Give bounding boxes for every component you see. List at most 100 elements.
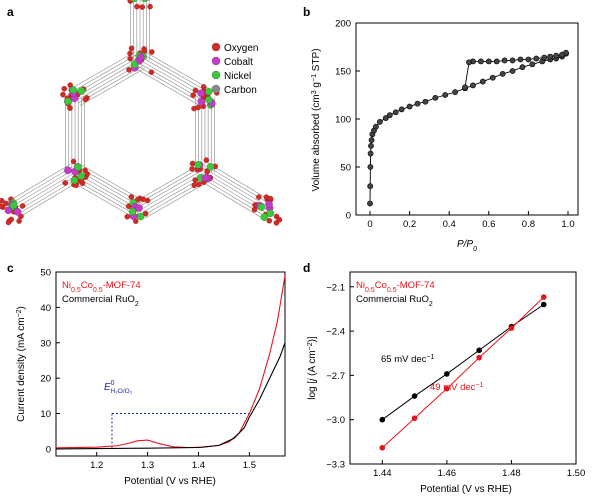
isotherm-adsorption-point — [529, 61, 536, 68]
isotherm-adsorption-line — [369, 53, 567, 204]
nickel-atom — [205, 95, 213, 104]
carbon-linker — [79, 163, 145, 202]
panel-d-slope-mof: 49 mV dec−1 — [430, 382, 484, 394]
y-tick-label: −2.7 — [326, 371, 345, 382]
oxygen-atom — [61, 85, 68, 92]
mof-tafel-point — [379, 444, 386, 451]
oxygen-atom — [149, 49, 155, 55]
mof-tafel-point — [444, 385, 450, 392]
x-tick-label: 1.44 — [373, 468, 392, 479]
panel-d-frame — [349, 271, 577, 465]
panel-d-ticks: 1.44 1.46 1.48 1.50 −2.1 −2.4 −2.7 −3.0 −3.3 — [326, 282, 585, 479]
y-tick-label: 40 — [40, 303, 51, 314]
carbon-linker — [10, 169, 74, 208]
ruo2-polarization-curve — [55, 342, 286, 450]
legend-cobalt-label: Cobalt — [224, 57, 253, 68]
carbon-linker — [143, 54, 209, 93]
x-tick-label: 0.4 — [443, 219, 456, 230]
y-tick-label: 10 — [40, 409, 51, 420]
nickel-atom — [205, 87, 213, 96]
carbon-linker — [144, 51, 210, 90]
isotherm-adsorption-point — [414, 100, 421, 107]
nickel-atom — [70, 176, 79, 185]
carbon-linker — [9, 166, 72, 205]
carbon-linker — [71, 54, 137, 93]
panel-d: d 1.44 1.46 1.48 1.50 −2.1 −2.4 −2.7 −3.0 −3.3 N… — [303, 261, 585, 495]
legend-carbon-label: Carbon — [224, 85, 257, 96]
panel-c-legend-ruo2: Commercial RuO2 — [62, 294, 139, 308]
x-tick-label: 0.6 — [482, 219, 495, 230]
isotherm-adsorption-point — [479, 78, 486, 85]
y-tick-label: 0 — [346, 211, 351, 222]
cobalt-atom — [135, 204, 143, 212]
legend-carbon-marker — [211, 84, 221, 94]
legend-oxygen-label: Oxygen — [224, 43, 258, 54]
panel-c-plot-area — [55, 275, 286, 450]
x-tick-label: 1.46 — [438, 468, 457, 479]
mof-tafel-point — [476, 354, 482, 361]
oxygen-atom — [127, 50, 133, 57]
isotherm-adsorption-point — [509, 68, 516, 74]
oxygen-atom — [18, 213, 24, 220]
nickel-atom — [9, 201, 18, 210]
isotherm-desorption-point — [541, 54, 548, 61]
isotherm-adsorption-point — [519, 64, 526, 71]
isotherm-desorption-line — [464, 52, 567, 88]
carbon-linker — [70, 180, 136, 219]
ruo2-tafel-point — [444, 371, 450, 377]
isotherm-adsorption-point — [373, 123, 379, 130]
isotherm-adsorption-point — [367, 200, 373, 207]
isotherm-adsorption-point — [470, 82, 476, 89]
ruo2-tafel-point — [379, 416, 386, 423]
y-tick-label: 30 — [40, 338, 51, 349]
oxygen-atom — [195, 104, 201, 111]
panel-d-ylabel: log [j (A cm−2)] — [307, 336, 319, 400]
oxygen-atom — [126, 67, 132, 73]
panel-c-letter: c — [7, 261, 14, 275]
y-tick-label: −2.4 — [326, 327, 345, 338]
isotherm-adsorption-point — [367, 183, 374, 190]
isotherm-desorption-point — [559, 51, 565, 58]
oxygen-atom — [84, 171, 91, 177]
x-tick-label: 1.4 — [192, 460, 205, 471]
cobalt-atom — [197, 98, 206, 106]
panel-b-letter: b — [303, 5, 310, 19]
isotherm-adsorption-point — [442, 92, 449, 98]
cobalt-atom — [201, 174, 210, 182]
x-tick-label: 1.0 — [561, 219, 574, 230]
ruo2-tafel-point — [411, 393, 418, 399]
oxygen-atom — [273, 213, 280, 220]
oxygen-atom — [60, 91, 66, 98]
oxygen-atom — [203, 157, 210, 163]
isotherm-adsorption-point — [382, 115, 389, 121]
carbon-linker — [17, 180, 81, 219]
isotherm-desorption-point — [553, 52, 560, 59]
cobalt-atom — [265, 200, 273, 209]
oxygen-atom — [267, 195, 274, 202]
carbon-linker — [209, 163, 273, 203]
oxygen-atom — [273, 220, 280, 226]
oxygen-atom — [16, 218, 22, 224]
legend-oxygen-marker — [211, 42, 221, 52]
isotherm-adsorption-point — [367, 164, 374, 170]
panel-c-legend-mof: Ni0.5Co0.5-MOF-74 — [62, 280, 141, 294]
isotherm-adsorption-point — [422, 98, 429, 105]
carbon-linker — [70, 51, 136, 90]
isotherm-desorption-point — [533, 55, 540, 62]
y-tick-label: 100 — [335, 115, 351, 126]
panel-a-legend: Oxygen Cobalt Nickel Carbon — [211, 42, 258, 96]
isotherm-adsorption-point — [376, 118, 383, 125]
nickel-atom — [128, 207, 137, 216]
cobalt-atom — [137, 53, 145, 62]
oxygen-atom — [189, 160, 196, 167]
oxygen-atom — [70, 158, 77, 165]
isotherm-desorption-point — [466, 59, 472, 66]
x-tick-label: 1.3 — [141, 460, 154, 471]
nickel-atom — [257, 203, 266, 211]
nickel-atom — [206, 163, 215, 171]
panel-b-ticks: 0 0.2 0.4 0.6 0.8 1.0 0 50 100 150 200 — [335, 19, 574, 231]
isotherm-desorption-point — [525, 56, 532, 63]
isotherm-desorption-point — [509, 57, 516, 64]
mof-tafel-point — [411, 415, 418, 422]
